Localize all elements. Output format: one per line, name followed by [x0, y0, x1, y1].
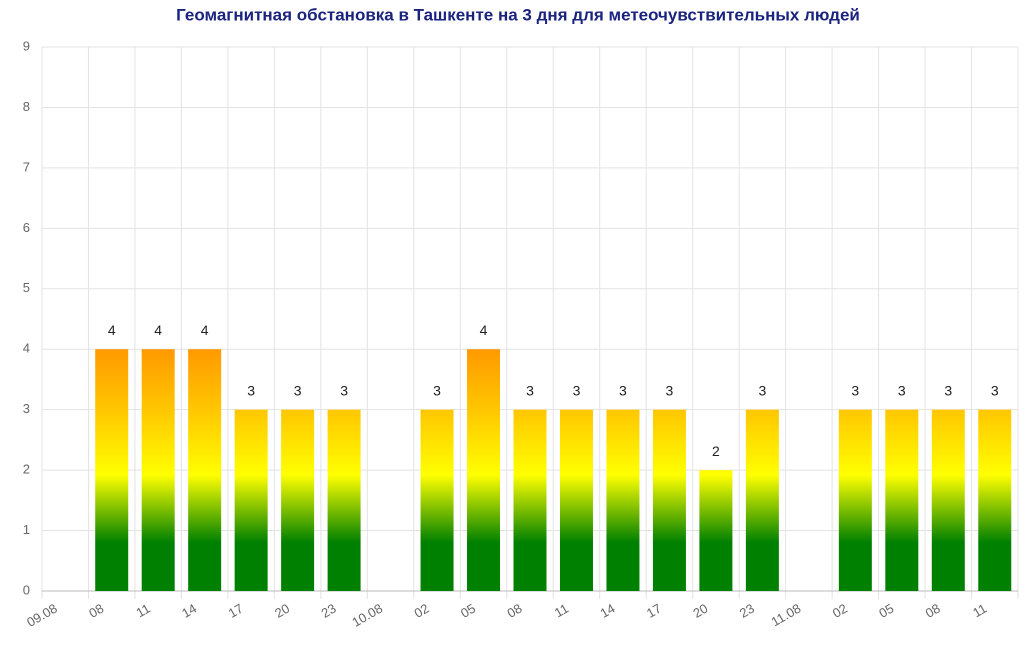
bar — [141, 349, 175, 591]
value-label: 3 — [944, 382, 952, 398]
bar — [699, 470, 733, 591]
x-tick-label: 08 — [923, 601, 943, 621]
bar — [885, 409, 919, 591]
bar — [978, 409, 1012, 591]
y-tick-label: 8 — [23, 99, 30, 114]
y-tick-label: 1 — [23, 522, 30, 537]
bar — [745, 409, 779, 591]
x-tick-label: 20 — [690, 601, 710, 621]
bar — [234, 409, 268, 591]
y-tick-label: 2 — [23, 462, 30, 477]
bar — [467, 349, 501, 591]
bar — [606, 409, 640, 591]
x-tick-label: 17 — [644, 601, 664, 621]
y-tick-label: 4 — [23, 341, 30, 356]
value-label: 3 — [758, 382, 766, 398]
bar — [931, 409, 965, 591]
value-label: 4 — [201, 322, 209, 338]
value-label: 4 — [108, 322, 116, 338]
x-tick-label: 23 — [737, 601, 757, 621]
value-label: 3 — [526, 382, 534, 398]
y-tick-label: 3 — [23, 401, 30, 416]
x-tick-label: 11 — [970, 601, 989, 621]
x-tick-label: 08 — [86, 601, 106, 621]
y-tick-label: 6 — [23, 220, 30, 235]
value-label: 4 — [154, 322, 162, 338]
x-tick-label: 10.08 — [349, 601, 385, 630]
x-tick-label: 09.08 — [24, 601, 60, 630]
bar — [420, 409, 454, 591]
value-label: 3 — [433, 382, 441, 398]
value-label: 3 — [340, 382, 348, 398]
x-tick-label: 02 — [830, 601, 850, 621]
x-tick-label: 17 — [226, 601, 246, 621]
x-tick-label: 05 — [876, 601, 896, 621]
x-tick-label: 11 — [552, 601, 571, 621]
x-tick-label: 14 — [597, 601, 617, 621]
value-label: 3 — [294, 382, 302, 398]
chart-title: Геомагнитная обстановка в Ташкенте на 3 … — [176, 5, 860, 24]
bar — [513, 409, 547, 591]
bar — [327, 409, 361, 591]
bar — [281, 409, 315, 591]
bar — [188, 349, 222, 591]
value-label: 4 — [480, 322, 488, 338]
y-tick-label: 7 — [23, 159, 30, 174]
x-tick-label: 02 — [412, 601, 432, 621]
value-label: 3 — [573, 382, 581, 398]
value-label: 2 — [712, 443, 720, 459]
x-tick-label: 20 — [272, 601, 292, 621]
x-tick-label: 05 — [458, 601, 478, 621]
x-tick-label: 11.08 — [769, 601, 804, 630]
bar — [838, 409, 872, 591]
y-tick-label: 5 — [23, 280, 30, 295]
value-label: 3 — [898, 382, 906, 398]
value-label: 3 — [666, 382, 674, 398]
value-label: 3 — [619, 382, 627, 398]
x-tick-label: 11 — [134, 601, 153, 621]
bar — [559, 409, 593, 591]
value-label: 3 — [851, 382, 859, 398]
value-label: 3 — [247, 382, 255, 398]
x-tick-label: 14 — [179, 601, 199, 621]
value-label: 3 — [991, 382, 999, 398]
bar — [652, 409, 686, 591]
y-tick-label: 0 — [23, 582, 30, 597]
x-tick-label: 23 — [319, 601, 339, 621]
x-tick-label: 08 — [504, 601, 524, 621]
y-tick-label: 9 — [23, 38, 30, 53]
bar — [95, 349, 129, 591]
